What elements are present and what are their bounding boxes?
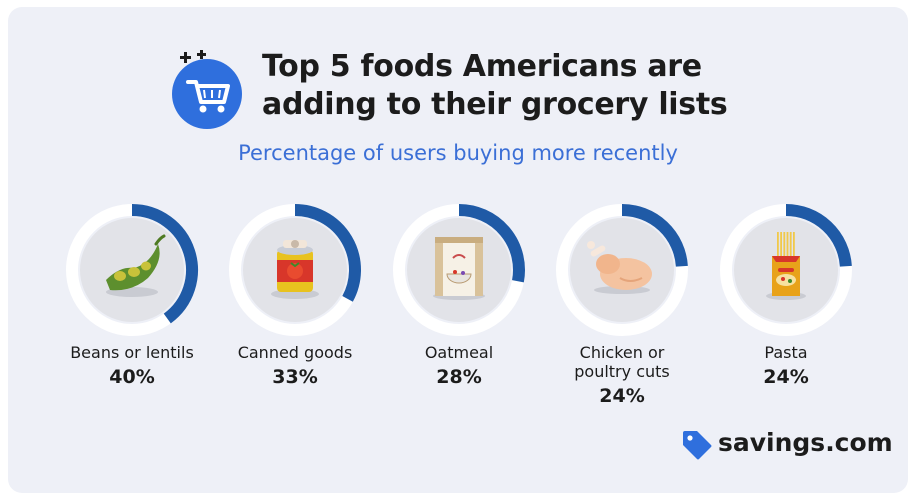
donut-1 <box>66 204 198 336</box>
category-label: Canned goods 33% <box>220 343 370 390</box>
value-label: 33% <box>272 366 318 388</box>
donut-value-arc <box>621 204 688 267</box>
value-label: 40% <box>109 366 155 388</box>
category-name: Pasta <box>764 343 808 362</box>
donut-value-arc <box>458 204 525 283</box>
chart-title: Top 5 foods Americans are adding to thei… <box>262 48 782 124</box>
brand-name: savings.com <box>718 428 893 457</box>
category-name: Oatmeal <box>424 343 494 362</box>
donut-value-arc <box>785 204 852 267</box>
category-name: Beans or lentils <box>70 343 194 362</box>
edamame-bean-pod-icon <box>106 234 166 297</box>
donut-3 <box>393 204 525 336</box>
tomato-can-icon <box>271 240 319 299</box>
category-label: Chicken or poultry cuts 24% <box>547 343 697 409</box>
roast-chicken-icon <box>587 241 652 294</box>
value-label: 24% <box>599 385 645 407</box>
category-name: Canned goods <box>237 343 353 362</box>
donut-5 <box>720 204 852 336</box>
plus-sparkle-icon <box>180 50 206 63</box>
chart-title-line1: Top 5 foods Americans are <box>262 49 702 84</box>
category-label: Beans or lentils 40% <box>57 343 207 390</box>
value-label: 28% <box>436 366 482 388</box>
donut-value-arc <box>294 204 361 302</box>
brand-logo: savings.com <box>680 426 893 466</box>
shopping-cart-icon <box>172 50 242 129</box>
donut-2 <box>229 204 361 336</box>
category-name: Chicken or poultry cuts <box>574 343 670 381</box>
pasta-box-icon <box>766 232 806 300</box>
value-label: 24% <box>763 366 809 388</box>
price-tag-icon <box>683 431 712 460</box>
donut-value-arc <box>131 204 198 324</box>
category-label: Pasta 24% <box>711 343 861 390</box>
header: Top 5 foods Americans are adding to thei… <box>170 40 790 150</box>
chart-subtitle: Percentage of users buying more recently <box>238 141 678 165</box>
donut-4 <box>556 204 688 336</box>
oatmeal-box-icon <box>433 237 485 300</box>
chart-title-line2: adding to their grocery lists <box>262 87 728 122</box>
category-label: Oatmeal 28% <box>384 343 534 390</box>
